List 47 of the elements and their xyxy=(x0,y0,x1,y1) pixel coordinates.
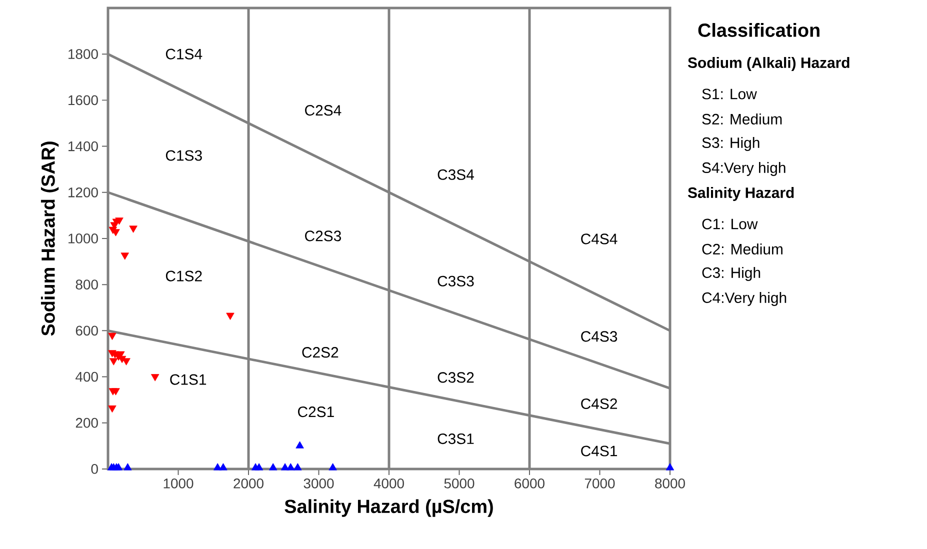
y-tick-label: 1800 xyxy=(68,49,98,60)
annotation: C4S2 xyxy=(581,398,617,410)
y-tick-label: 1600 xyxy=(68,95,98,106)
annotation: C3S3 xyxy=(438,276,474,286)
annotation: C2S3 xyxy=(305,230,341,242)
x-tick-label: 5000 xyxy=(444,478,474,488)
annotation: C1S4 xyxy=(166,48,202,60)
annotation: C4S4 xyxy=(581,234,618,244)
x-axis-title: Salinity Hazard (µS/cm) xyxy=(284,499,493,517)
text: C2: Medium xyxy=(702,244,782,254)
annotation: C2S2 xyxy=(302,347,338,358)
text: C3: High xyxy=(702,267,760,281)
annotation: C4S1 xyxy=(581,446,618,456)
annotation: C3S4 xyxy=(438,169,474,180)
annotation: C1S2 xyxy=(166,270,202,282)
x-tick-label: 1000 xyxy=(164,478,194,488)
y-tick-label: 400 xyxy=(76,372,98,382)
x-tick-label: 8000 xyxy=(655,478,685,488)
y-tick-label: 800 xyxy=(76,280,98,290)
annotation: C2S4 xyxy=(305,105,342,116)
x-tick-label: 7000 xyxy=(584,478,615,488)
text: S3: High xyxy=(702,137,760,151)
text: S2: Medium xyxy=(702,114,782,124)
y-tick-label: 1400 xyxy=(68,141,98,152)
y-tick-label: 200 xyxy=(76,418,98,428)
text: C4:Very high xyxy=(702,292,786,306)
annotation: C3S2 xyxy=(438,372,474,383)
text: C1: Low xyxy=(702,218,758,230)
annotation: C2S1 xyxy=(298,406,334,418)
x-tick-label: 2000 xyxy=(234,478,264,488)
annotation: C3S1 xyxy=(438,433,474,444)
x-tick-label: 3000 xyxy=(304,478,334,488)
annotation: C4S3 xyxy=(581,331,618,342)
annotation: C1S1 xyxy=(170,374,206,385)
y-axis-title: Sodium Hazard (SAR) xyxy=(40,142,59,336)
x-tick-label: 4000 xyxy=(374,478,404,488)
text: Sodium (Alkali) Hazard xyxy=(688,57,850,71)
annotation: C1S3 xyxy=(166,150,202,161)
y-tick-label: 600 xyxy=(76,326,98,336)
text: Salinity Hazard xyxy=(688,187,794,201)
text: S4:Very high xyxy=(702,162,786,176)
y-tick-label: 1200 xyxy=(68,187,98,198)
y-tick-label: 0 xyxy=(91,464,98,474)
text: S1: Low xyxy=(702,88,757,100)
text: Classification xyxy=(698,23,820,37)
x-tick-label: 6000 xyxy=(514,478,544,488)
y-tick-label: 1000 xyxy=(68,234,98,244)
